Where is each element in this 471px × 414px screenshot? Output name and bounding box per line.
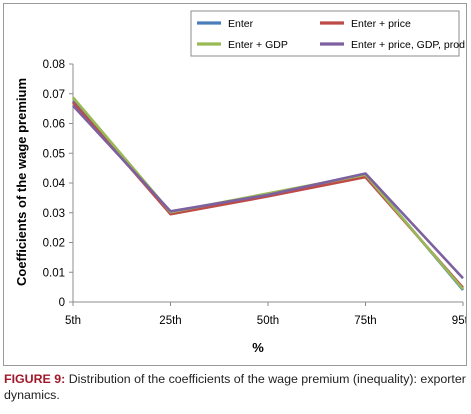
- legend-entry: Enter: [228, 18, 254, 30]
- y-tick-label: 0.05: [43, 148, 65, 160]
- y-tick-label: 0.08: [43, 59, 65, 71]
- x-tick-label: 5th: [65, 315, 81, 327]
- y-tick-labels: 0 0.01 0.02 0.03 0.04 0.05 0.06 0.07 0.08: [43, 59, 66, 309]
- figure-label: FIGURE 9:: [4, 372, 66, 386]
- series-line-enter-price-gdp-prod-fe: [72, 104, 464, 280]
- legend-entry: Enter + price: [351, 18, 411, 30]
- legend-box: [190, 10, 460, 57]
- x-axis-title: %: [252, 340, 264, 355]
- y-tick-label: 0: [59, 297, 65, 309]
- y-tick-label: 0.07: [43, 89, 65, 101]
- x-tick-label: 50th: [257, 315, 279, 327]
- legend: Enter Enter + price Enter + GDP Enter + pri…: [190, 10, 466, 57]
- x-tick-label: 75th: [354, 315, 376, 327]
- series-line-enter-gdp: [72, 96, 464, 291]
- x-tick-label: 25th: [159, 315, 181, 327]
- figure-caption-text: Distribution of the coefficients of the …: [4, 372, 466, 402]
- line-chart: Enter Enter + price Enter + GDP Enter + pri…: [14, 10, 466, 355]
- y-axis-title: Coefficients of the wage premium: [14, 78, 29, 286]
- legend-entry: Enter + price, GDP, prod fe: [351, 39, 466, 51]
- x-tick-label: 95th: [452, 315, 466, 327]
- y-tick-label: 0.03: [43, 208, 65, 220]
- figure-caption: FIGURE 9: Distribution of the coefficien…: [4, 371, 466, 403]
- y-tick-label: 0.02: [43, 238, 65, 250]
- series-lines: [72, 96, 464, 291]
- x-tick-labels: 5th 25th 50th 75th 95th: [65, 315, 466, 327]
- chart-frame: Enter Enter + price Enter + GDP Enter + pri…: [3, 3, 467, 366]
- y-tick-label: 0.06: [43, 119, 65, 131]
- y-tick-label: 0.04: [43, 178, 66, 190]
- y-tick-label: 0.01: [43, 267, 65, 279]
- legend-entry: Enter + GDP: [228, 39, 288, 51]
- chart-axes: [69, 63, 464, 306]
